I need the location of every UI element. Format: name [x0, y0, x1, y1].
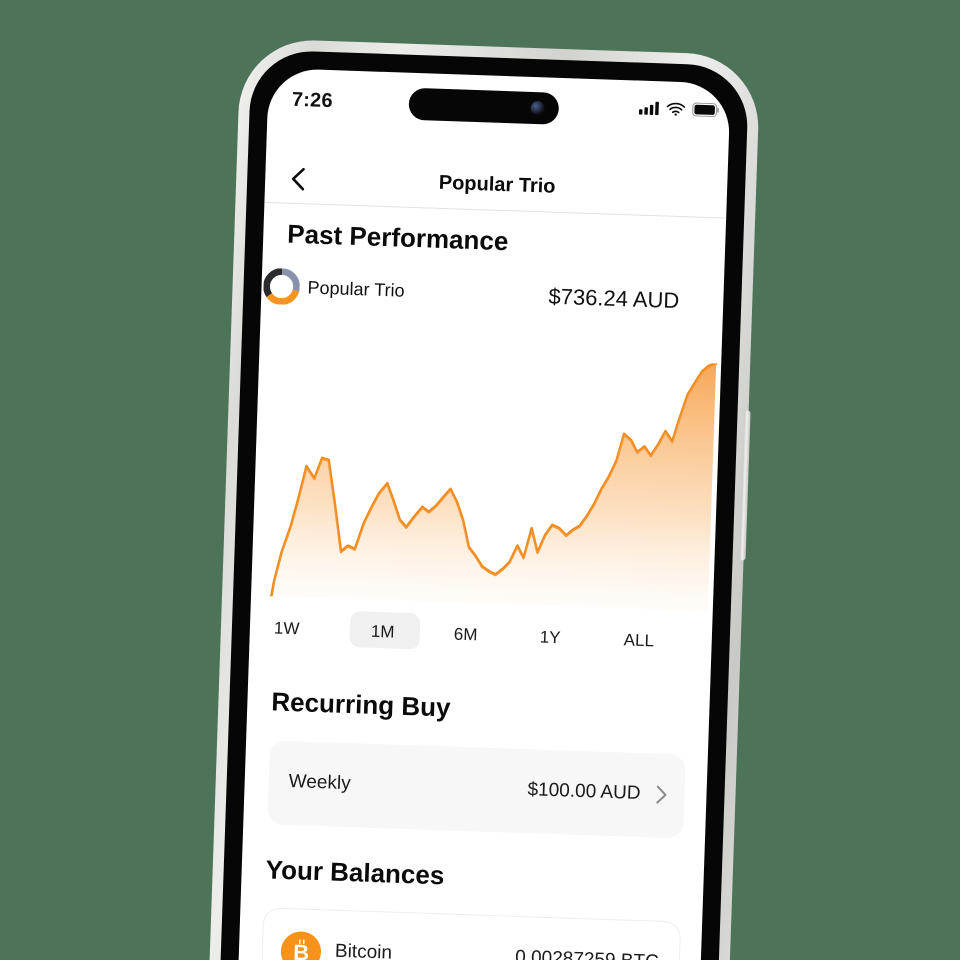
- svg-text:B: B: [293, 940, 310, 960]
